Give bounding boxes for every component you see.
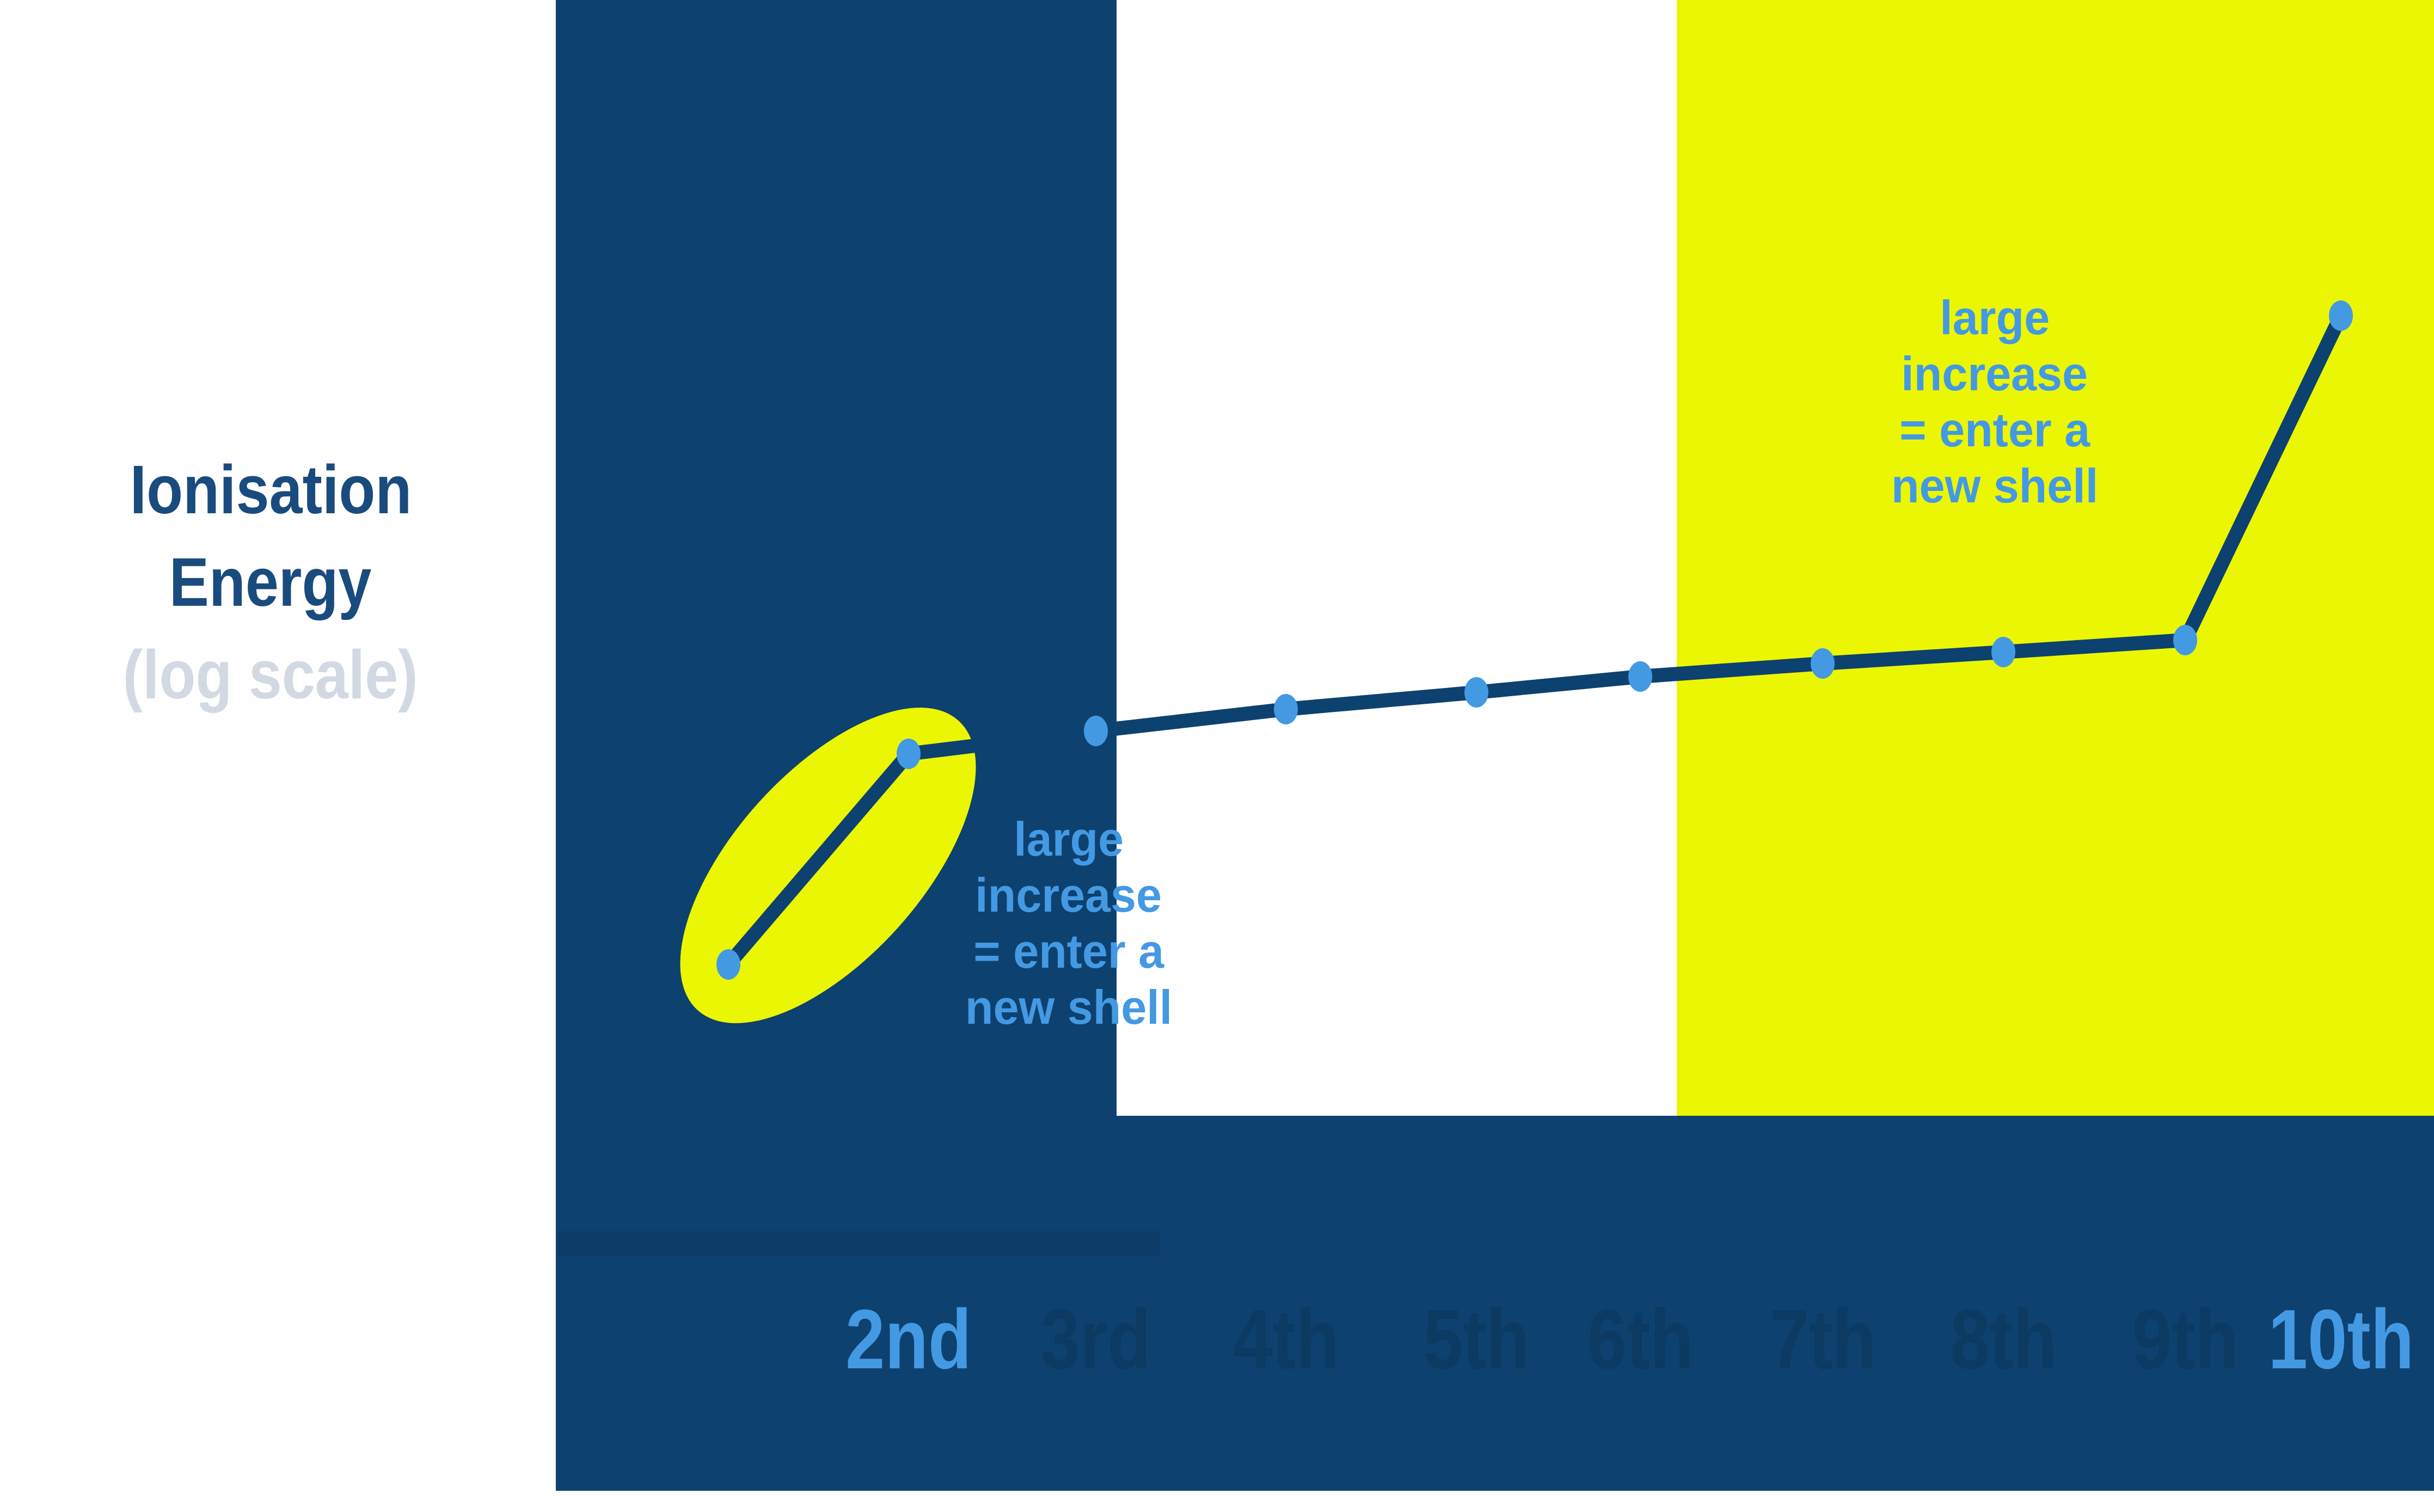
data-point-marker bbox=[1811, 648, 1835, 679]
title-line-2: Energy bbox=[169, 544, 372, 620]
data-point-marker bbox=[1274, 694, 1298, 724]
annotation-line: = enter a bbox=[1899, 403, 2090, 457]
annotation-line: large bbox=[1014, 812, 1124, 866]
data-point-marker bbox=[716, 949, 740, 980]
y-axis-title: Ionisation Energy (log scale) bbox=[53, 444, 488, 721]
annotation-line: = enter a bbox=[973, 924, 1164, 978]
x-tick-label-ghost: 8th bbox=[1950, 1292, 2057, 1386]
annotation-line: increase bbox=[975, 868, 1162, 922]
data-point-marker bbox=[1628, 661, 1652, 692]
ghost-band bbox=[556, 1231, 1160, 1256]
x-tick-label-ghost: 9th bbox=[2132, 1292, 2239, 1386]
annotation-line: new shell bbox=[1891, 459, 2099, 513]
title-line-scale: (log scale) bbox=[122, 636, 419, 713]
data-point-marker bbox=[1084, 716, 1108, 746]
energy-line bbox=[723, 312, 2347, 969]
annotation-line: increase bbox=[1901, 347, 2088, 401]
panel-yellow-right bbox=[1677, 0, 2434, 1116]
x-tick-label-ghost: 7th bbox=[1769, 1292, 1876, 1386]
title-line-1: Ionisation bbox=[130, 451, 412, 528]
annotation-first-jump: large increase = enter a new shell bbox=[905, 811, 1232, 1035]
annotation-second-jump: large increase = enter a new shell bbox=[1831, 290, 2158, 514]
annotation-line: new shell bbox=[965, 980, 1173, 1034]
x-tick-label-ghost: 4th bbox=[1233, 1292, 1339, 1386]
data-point-marker bbox=[2329, 300, 2353, 331]
x-tick-label: 2nd bbox=[845, 1292, 972, 1386]
data-points bbox=[716, 300, 2353, 980]
x-tick-label-ghost: 5th bbox=[1423, 1292, 1530, 1386]
x-tick-label: 10th bbox=[2268, 1292, 2414, 1386]
data-point-marker bbox=[1464, 677, 1488, 708]
annotation-line: large bbox=[1940, 291, 2050, 345]
data-point-marker bbox=[897, 739, 921, 769]
panel-navy-bottom bbox=[556, 1116, 2434, 1491]
x-tick-label-ghost: 6th bbox=[1587, 1292, 1694, 1386]
data-point-marker bbox=[1991, 637, 2015, 667]
data-point-marker bbox=[2173, 625, 2197, 655]
x-tick-label-ghost: 3rd bbox=[1040, 1292, 1151, 1386]
